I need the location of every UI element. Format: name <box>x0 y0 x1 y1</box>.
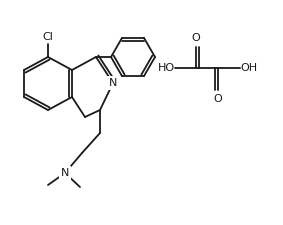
Text: HO: HO <box>157 63 175 73</box>
Text: O: O <box>192 33 200 43</box>
Text: N: N <box>109 78 117 88</box>
Text: N: N <box>61 168 69 178</box>
Text: Cl: Cl <box>42 32 53 42</box>
Text: O: O <box>214 94 222 104</box>
Text: OH: OH <box>241 63 258 73</box>
